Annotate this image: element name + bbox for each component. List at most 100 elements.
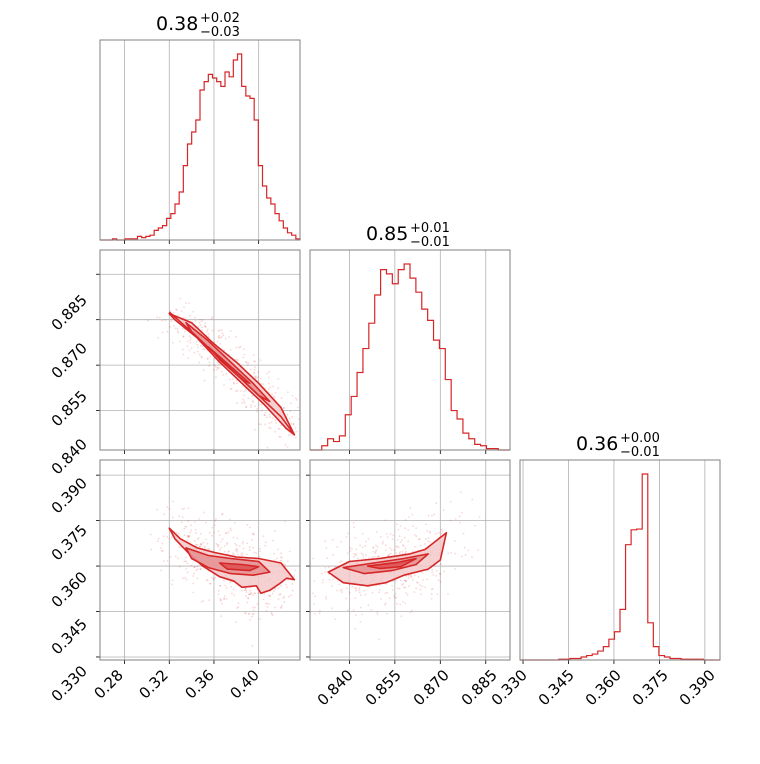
sample-point (324, 571, 326, 573)
sample-point (447, 593, 449, 595)
sample-point (294, 436, 297, 439)
sample-point (377, 555, 380, 558)
sample-point (234, 554, 236, 557)
sample-point (365, 554, 367, 557)
sample-point (464, 554, 467, 556)
sample-point (234, 549, 237, 552)
sample-point (387, 554, 390, 557)
sample-point (421, 585, 424, 588)
sample-point (248, 593, 251, 596)
sample-point (192, 591, 195, 594)
panel-frame-11 (309, 249, 511, 451)
sample-point (203, 324, 206, 327)
sample-point (404, 586, 407, 589)
sample-point (354, 586, 357, 589)
sample-point (200, 542, 203, 545)
sample-point (239, 389, 242, 392)
sample-point (247, 593, 250, 596)
sample-point (283, 407, 285, 409)
sample-point (170, 320, 173, 323)
sample-point (217, 593, 220, 596)
sample-point (267, 388, 270, 390)
sample-point (355, 589, 357, 592)
sample-point (221, 513, 224, 515)
sample-point (367, 604, 370, 607)
sample-point (253, 533, 255, 536)
sample-point (211, 534, 213, 537)
sample-point (354, 554, 357, 557)
sample-point (399, 551, 402, 553)
sample-point (372, 546, 374, 549)
sample-point (358, 589, 360, 592)
sample-point (235, 544, 238, 547)
sample-point (280, 606, 283, 609)
contour-joint_p1_p2-0 (327, 531, 448, 587)
sample-point (254, 360, 256, 363)
panel-frame-00 (99, 39, 301, 241)
sample-point (195, 340, 198, 343)
sample-point (356, 557, 359, 560)
sample-point (241, 552, 243, 554)
sample-point (269, 386, 272, 389)
sample-point (220, 599, 223, 601)
sample-point (279, 436, 282, 438)
sample-point (237, 606, 240, 609)
sample-point (336, 589, 338, 592)
sample-point (246, 523, 249, 526)
sample-point (206, 542, 209, 545)
sample-point (269, 416, 271, 418)
sample-point (196, 538, 199, 541)
sample-point (190, 347, 193, 350)
sample-point (210, 317, 213, 320)
sample-point (359, 621, 362, 623)
sample-point (217, 589, 220, 592)
sample-point (412, 525, 414, 528)
sample-point (282, 407, 285, 409)
sample-point (184, 317, 187, 319)
sample-point (432, 574, 435, 576)
sample-point (208, 599, 211, 601)
sample-point (178, 546, 181, 549)
sample-point (161, 542, 164, 545)
sample-point (188, 535, 191, 537)
sample-point (172, 500, 175, 503)
sample-point (404, 527, 406, 530)
sample-point (435, 569, 438, 572)
sample-point (228, 518, 231, 521)
sample-point (197, 346, 200, 349)
sample-point (192, 582, 195, 585)
sample-point (202, 348, 205, 350)
sample-point (162, 535, 165, 538)
sample-point (189, 531, 192, 534)
sample-point (183, 534, 186, 536)
sample-point (259, 618, 261, 620)
sample-point (384, 549, 387, 551)
contour-joint_p1_p2-2 (366, 557, 417, 570)
sample-point (200, 356, 203, 359)
sample-point (431, 568, 434, 571)
sample-point (203, 379, 206, 382)
ridge-joint_p0_p1 (168, 311, 296, 436)
sample-point (265, 610, 268, 612)
sample-point (221, 538, 224, 541)
sample-point (277, 428, 280, 430)
sample-point (251, 538, 254, 541)
sample-point (182, 353, 185, 356)
sample-point (177, 557, 180, 560)
sample-point (192, 310, 195, 313)
sample-point (260, 409, 263, 412)
sample-point (435, 532, 437, 535)
sample-point (405, 592, 407, 594)
sample-point (399, 525, 402, 527)
sample-point (397, 529, 400, 531)
sample-point (389, 547, 391, 549)
sample-point (185, 302, 187, 304)
sample-point (429, 531, 432, 534)
sample-point (222, 334, 225, 337)
sample-point (250, 404, 253, 406)
sample-point (175, 308, 177, 311)
sample-point (168, 508, 171, 510)
sample-point (237, 602, 240, 605)
sample-point (447, 552, 450, 554)
sample-point (404, 552, 407, 554)
